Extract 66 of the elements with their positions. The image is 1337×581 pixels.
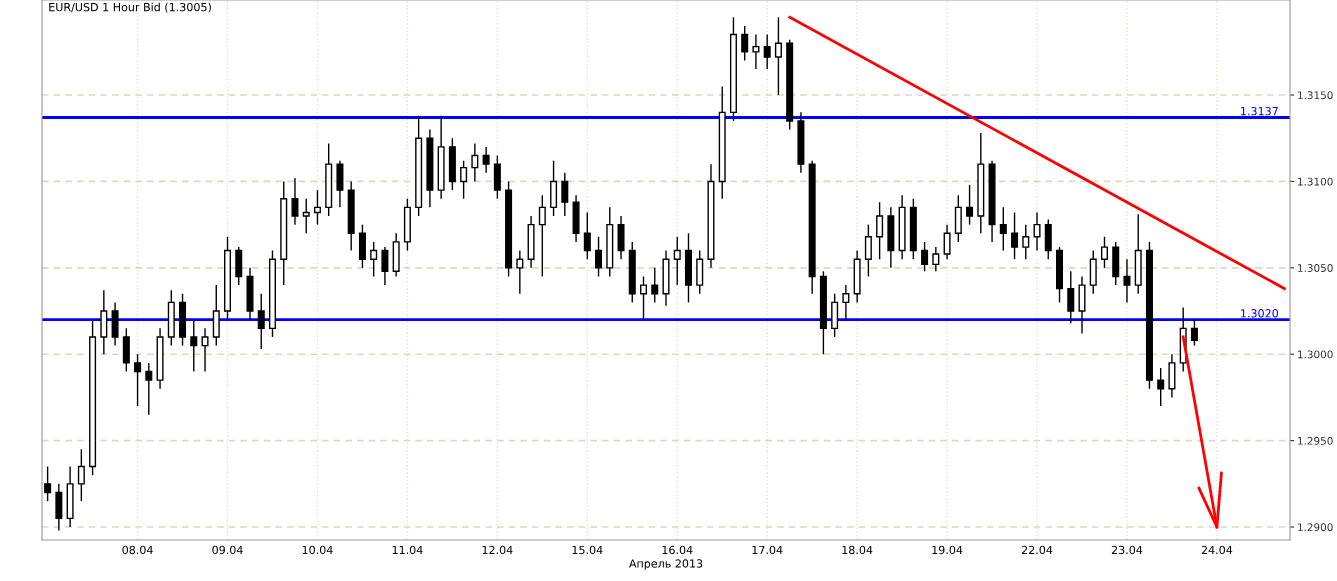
candlestick [302,198,310,234]
candlestick [673,236,681,286]
candlestick [257,293,265,350]
y-tick-label: 1.2950 [1298,436,1333,445]
candlestick [966,184,974,226]
x-tick-label: 23.04 [1111,545,1143,555]
x-tick-label: 24.04 [1201,545,1233,555]
candlestick [370,241,378,278]
y-tick-label: 1.3000 [1298,350,1333,359]
candlestick [651,267,659,304]
candlestick [1157,367,1165,407]
x-tick-label: 11.04 [392,545,423,555]
x-tick-label: 10.04 [302,545,333,555]
x-tick-label: 09.04 [212,545,243,555]
candlestick [595,236,603,278]
candlestick [313,189,321,226]
candlestick [1190,318,1198,347]
y-tick-label: 1.3100 [1298,177,1333,186]
x-tick-label: 15.04 [572,545,603,555]
candlestick [640,275,648,321]
ref-line-label: 1.3137 [1241,106,1278,116]
candlestick [774,16,782,96]
candlestick [381,246,389,286]
candlestick [932,246,940,272]
x-tick-label: 19.04 [932,545,963,555]
y-tick-label: 1.3150 [1298,91,1333,100]
candlestick [921,241,929,272]
candlestick [134,353,142,407]
candlestick [752,33,760,70]
candlestick [842,284,850,321]
x-tick-label: 08.04 [122,545,153,555]
candlestick [1123,258,1131,304]
ref-line-label: 1.3020 [1241,309,1279,318]
candlestick [482,146,490,174]
candlestick [538,194,546,278]
candlestick [1011,211,1019,260]
candlestick [44,465,52,502]
x-tick-label: 12.04 [482,545,513,555]
candlestick [999,206,1007,252]
candlestick [1022,223,1030,260]
candlestick [1100,236,1108,269]
x-axis-title: Апрель 2013 [628,559,703,570]
candlestick [201,327,209,373]
candlestick [1067,270,1075,324]
candlestick [471,142,479,183]
candlestick [561,172,569,217]
chart-title: EUR/USD 1 Hour Bid (1.3005) [49,2,211,13]
candlestick [583,211,591,260]
candlestick [741,25,749,62]
candlestick [77,448,85,502]
candlestick [145,362,153,416]
candlestick [943,223,951,260]
x-tick-label: 16.04 [662,545,693,555]
candlestick [516,249,524,295]
y-tick-label: 1.3050 [1298,264,1333,272]
candlestick [190,318,198,373]
candlestick [876,201,884,260]
x-tick-label: 22.04 [1021,545,1053,555]
candlestick [460,160,468,200]
y-tick-label: 1.2900 [1298,523,1333,532]
candlestick [291,177,299,226]
candlestick [763,33,771,70]
candlestick [864,223,872,278]
x-tick-label: 18.04 [842,545,873,555]
x-tick-label: 17.04 [752,545,783,555]
candlestick [1033,211,1041,252]
